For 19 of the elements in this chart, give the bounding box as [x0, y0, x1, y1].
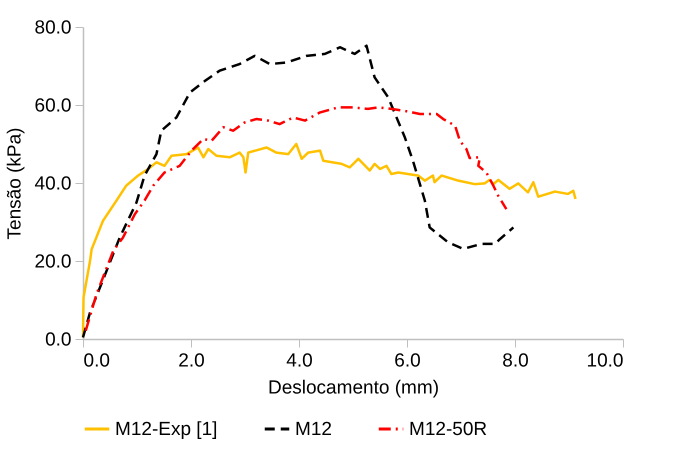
line-series: [82, 44, 515, 339]
y-axis-title: Tensão (kPa): [4, 128, 26, 240]
x-tick-label: 8.0: [502, 350, 529, 372]
y-tick-label: 0.0: [45, 330, 72, 350]
line-series: [82, 142, 577, 339]
legend-label: M12: [295, 419, 332, 440]
x-tick-label: 6.0: [394, 350, 421, 372]
y-tick-label: 60.0: [34, 96, 72, 116]
y-tick-label: 20.0: [34, 252, 72, 272]
x-tick-label: 2.0: [178, 350, 205, 372]
y-tick-label: 80.0: [34, 18, 72, 38]
x-tick-label: 10.0: [586, 350, 624, 372]
legend-label: M12-50R: [409, 419, 488, 440]
x-axis-title: Deslocamento (mm): [268, 378, 440, 398]
line-series: [84, 106, 508, 332]
y-tick-label: 40.0: [34, 174, 72, 194]
legend-label: M12-Exp [1]: [115, 419, 218, 440]
x-tick-label: 4.0: [286, 350, 313, 372]
x-tick-label: 0.0: [84, 350, 110, 372]
